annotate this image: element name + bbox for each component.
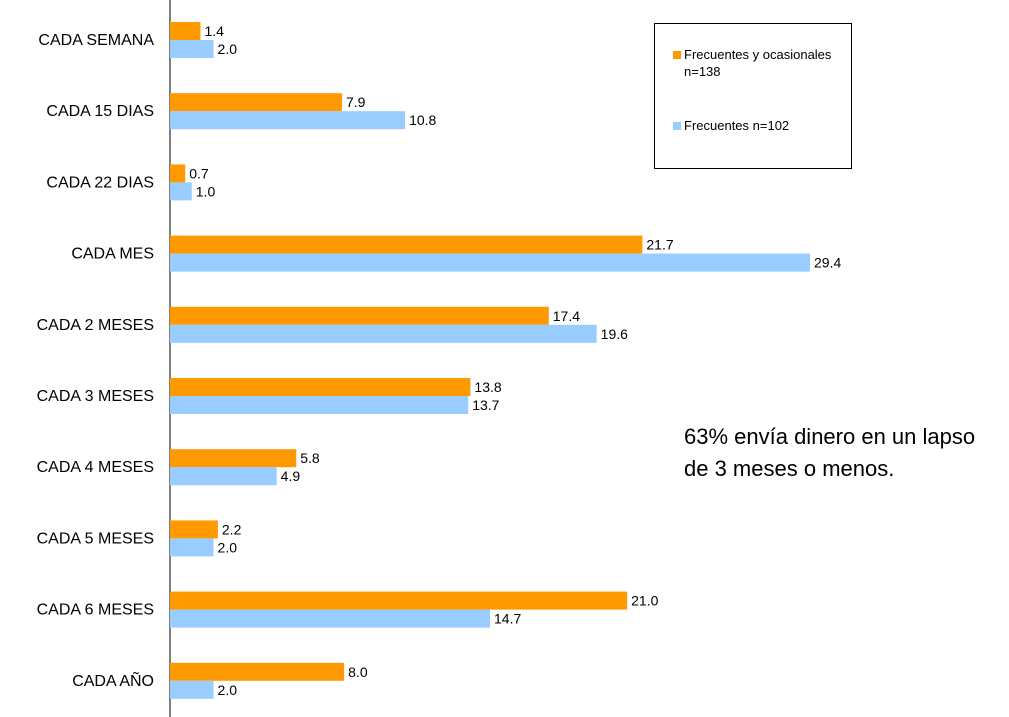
bar-frecuentes-y-ocasionales-cada-2-meses	[170, 306, 549, 325]
category-label-cada-15-dias: CADA 15 DIAS	[46, 103, 154, 120]
data-label-frecuentes-y-ocasionales-cada-15-dias: 7.9	[346, 94, 366, 110]
bar-frecuentes-cada-mes	[170, 253, 810, 272]
category-label-cada-3-meses: CADA 3 MESES	[37, 388, 154, 405]
bar-frecuentes-y-ocasionales-cada-6-meses	[170, 591, 628, 610]
data-label-frecuentes-y-ocasionales-cada-mes: 21.7	[646, 237, 673, 253]
bar-frecuentes-cada-22-dias	[170, 182, 192, 201]
bar-frecuentes-y-ocasionales-cada-22-dias	[170, 164, 186, 183]
data-label-frecuentes-y-ocasionales-cada-2-meses: 17.4	[553, 308, 580, 324]
category-label-cada-semana: CADA SEMANA	[38, 32, 154, 49]
category-label-cada-4-meses: CADA 4 MESES	[37, 459, 154, 476]
data-label-frecuentes-y-ocasionales-cada-ano: 8.0	[348, 664, 368, 680]
bar-frecuentes-y-ocasionales-cada-ano	[170, 662, 345, 681]
data-label-frecuentes-cada-4-meses: 4.9	[281, 468, 301, 484]
data-label-frecuentes-cada-semana: 2.0	[218, 41, 238, 57]
data-label-frecuentes-cada-5-meses: 2.0	[218, 539, 238, 555]
data-label-frecuentes-cada-6-meses: 14.7	[494, 611, 521, 627]
data-label-frecuentes-y-ocasionales-cada-5-meses: 2.2	[222, 521, 242, 537]
data-label-frecuentes-y-ocasionales-cada-6-meses: 21.0	[631, 593, 658, 609]
category-label-cada-mes: CADA MES	[71, 246, 154, 263]
legend-item-frecuentes-y-ocasionales: Frecuentes y ocasionales n=138	[673, 46, 844, 80]
bars	[170, 22, 810, 699]
category-label-cada-6-meses: CADA 6 MESES	[37, 602, 154, 619]
data-label-frecuentes-cada-3-meses: 13.7	[472, 397, 499, 413]
data-label-frecuentes-cada-15-dias: 10.8	[409, 112, 436, 128]
bar-frecuentes-y-ocasionales-cada-mes	[170, 235, 643, 254]
data-label-frecuentes-cada-ano: 2.0	[218, 682, 238, 698]
bar-frecuentes-y-ocasionales-cada-semana	[170, 22, 201, 40]
category-labels: CADA SEMANA CADA 15 DIAS CADA 22 DIAS CADA …	[37, 32, 155, 690]
legend-swatch-orange	[673, 51, 681, 59]
legend-label: Frecuentes y ocasionales n=138	[684, 47, 832, 79]
chart-annotation: 63% envía dinero en un lapso de 3 meses …	[684, 424, 976, 481]
bar-frecuentes-cada-5-meses	[170, 538, 214, 557]
bar-frecuentes-cada-6-meses	[170, 609, 490, 628]
category-label-cada-22-dias: CADA 22 DIAS	[46, 174, 154, 191]
bar-frecuentes-cada-semana	[170, 40, 214, 58]
data-labels: 1.4 2.0 7.9 10.8 0.7 1.0 21.7 29.4 17.4 19.6 13.8 1…	[189, 23, 841, 698]
bar-frecuentes-cada-2-meses	[170, 324, 597, 343]
category-label-cada-5-meses: CADA 5 MESES	[37, 530, 154, 547]
bar-frecuentes-cada-ano	[170, 680, 214, 699]
bar-frecuentes-y-ocasionales-cada-15-dias	[170, 93, 342, 112]
bar-frecuentes-y-ocasionales-cada-5-meses	[170, 520, 218, 539]
bar-frecuentes-y-ocasionales-cada-4-meses	[170, 449, 297, 468]
data-label-frecuentes-y-ocasionales-cada-semana: 1.4	[204, 23, 224, 39]
bar-frecuentes-cada-4-meses	[170, 467, 277, 486]
data-label-frecuentes-y-ocasionales-cada-4-meses: 5.8	[300, 450, 320, 466]
category-label-cada-ano: CADA AÑO	[72, 670, 154, 690]
legend-label: Frecuentes n=102	[684, 118, 790, 133]
legend-swatch-blue	[673, 122, 681, 130]
data-label-frecuentes-cada-2-meses: 19.6	[601, 326, 628, 342]
data-label-frecuentes-y-ocasionales-cada-3-meses: 13.8	[474, 379, 501, 395]
category-label-cada-2-meses: CADA 2 MESES	[37, 317, 154, 334]
bar-frecuentes-y-ocasionales-cada-3-meses	[170, 378, 471, 396]
legend-item-frecuentes: Frecuentes n=102	[673, 117, 844, 134]
bar-frecuentes-cada-15-dias	[170, 111, 406, 130]
data-label-frecuentes-cada-mes: 29.4	[814, 255, 841, 271]
data-label-frecuentes-cada-22-dias: 1.0	[196, 183, 216, 199]
bar-frecuentes-cada-3-meses	[170, 396, 469, 414]
data-label-frecuentes-y-ocasionales-cada-22-dias: 0.7	[189, 165, 209, 181]
legend: Frecuentes y ocasionales n=138 Frecuente…	[654, 23, 852, 169]
